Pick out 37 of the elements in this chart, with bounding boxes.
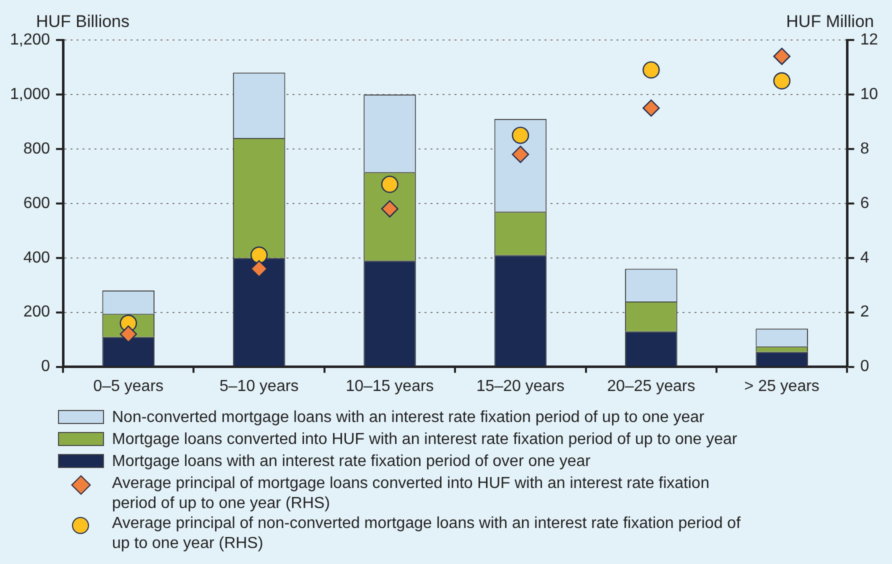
point	[642, 61, 660, 79]
y-tick-label: 600	[23, 194, 50, 212]
point	[381, 200, 398, 218]
y-tick-label: 800	[23, 140, 50, 158]
y-tick-label: 1,200	[10, 31, 50, 48]
point	[250, 260, 268, 278]
y-axis-title: HUF Billions	[36, 12, 130, 32]
y2-axis-title: HUF Million	[786, 12, 874, 32]
legend-label: Mortgage loans converted into HUF with an interest rate fixation period of up to one year	[112, 430, 738, 450]
point	[381, 176, 398, 193]
x-tick-label: > 25 years	[744, 378, 820, 395]
x-tick-label: 20–25 years	[607, 378, 696, 395]
x-tick-label: 0–5 years	[93, 378, 164, 395]
y-tick-label: 400	[23, 249, 50, 266]
y2-tick-label: 2	[860, 304, 870, 321]
point	[512, 126, 530, 144]
x-tick-label: 15–20 years	[476, 378, 564, 395]
point	[773, 48, 790, 65]
y2-tick-label: 6	[860, 194, 870, 212]
legend-label: Non-converted mortgage loans with an interest rate fixation period of up to one year	[112, 408, 704, 428]
y2-tick-label: 8	[860, 140, 870, 158]
y-tick-label: 1,000	[10, 86, 50, 103]
point	[642, 99, 660, 117]
y-tick-label: 200	[23, 304, 50, 321]
x-tick-label: 10–15 years	[346, 378, 434, 395]
y2-tick-label: 12	[860, 31, 878, 48]
legend-label: Average principal of mortgage loans converted into HUF with an interest rate fixation period of up to one year (RHS)	[112, 474, 710, 514]
y-tick-label: 0	[41, 358, 50, 376]
y2-tick-label: 0	[860, 358, 870, 376]
point	[250, 246, 268, 264]
legend-label: Mortgage loans with an interest rate fixation period of over one year	[112, 452, 590, 472]
point	[773, 72, 790, 90]
x-tick-label: 5–10 years	[219, 378, 299, 395]
point	[512, 146, 530, 163]
y2-tick-label: 10	[860, 86, 878, 103]
legend-label: Average principal of non-converted mortgage loans with an interest rate fixation period of up to one year (RHS)	[112, 514, 742, 554]
y2-tick-label: 4	[860, 249, 870, 266]
